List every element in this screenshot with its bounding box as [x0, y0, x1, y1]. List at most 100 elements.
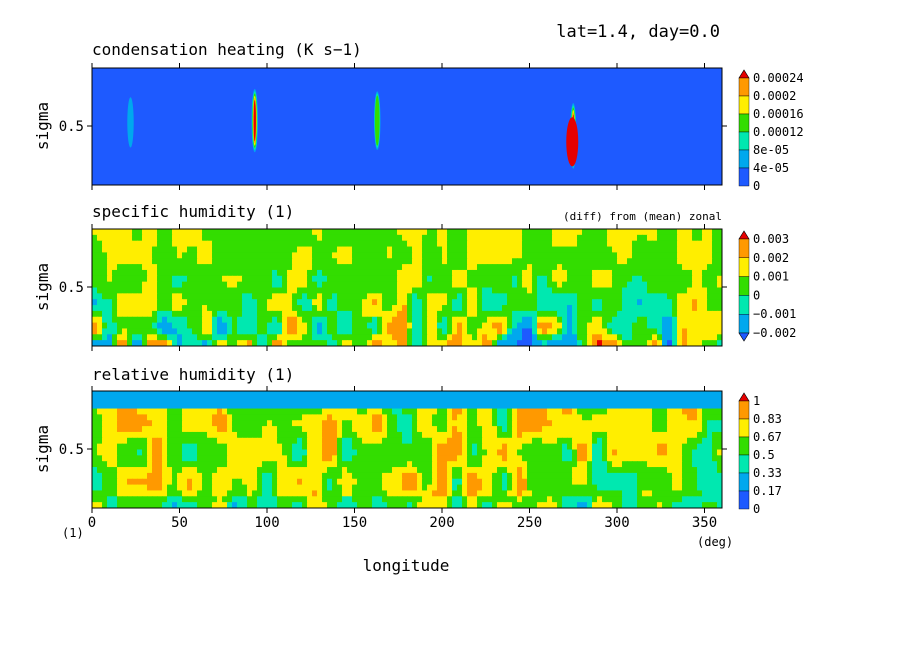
heatmap-cell: [257, 340, 263, 346]
heatmap-cell: [407, 269, 413, 277]
heatmap-cell: [197, 264, 203, 271]
heatmap-cell: [292, 340, 298, 346]
heatmap-cell: [202, 229, 208, 236]
heatmap-cell: [142, 334, 148, 341]
heatmap-cell: [682, 426, 688, 433]
heatmap-cell: [702, 258, 708, 265]
heatmap-cell: [462, 275, 468, 283]
heatmap-cell: [657, 340, 663, 346]
heatmap-cell: [512, 396, 518, 404]
legend-swatch: [738, 276, 750, 296]
heatmap-cell: [397, 408, 403, 415]
heatmap-cell: [522, 420, 528, 427]
heatmap-cell: [657, 461, 663, 468]
heatmap-cell: [422, 490, 428, 497]
heatmap-cell: [637, 478, 643, 486]
heatmap-cell: [177, 391, 183, 398]
heatmap-cell: [622, 316, 628, 324]
heatmap-cell: [452, 281, 458, 289]
heatmap-cell: [627, 305, 633, 312]
heatmap-cell: [562, 240, 568, 248]
heatmap-cell: [327, 310, 333, 318]
heatmap-cell: [307, 443, 313, 451]
heatmap-cell: [657, 293, 663, 300]
heatmap-cell: [617, 316, 623, 324]
heatmap-cell: [627, 467, 633, 474]
heatmap-cell: [532, 275, 538, 283]
heatmap-cell: [197, 246, 203, 253]
heatmap-cell: [362, 484, 368, 492]
heatmap-cell: [452, 396, 458, 404]
heatmap-cell: [192, 328, 198, 335]
heatmap-cell: [482, 490, 488, 497]
heatmap-cell: [602, 478, 608, 486]
heatmap-cell: [697, 461, 703, 468]
heatmap-cell: [697, 264, 703, 271]
heatmap-cell: [342, 299, 348, 306]
heatmap-cell: [377, 461, 383, 468]
heatmap-cell: [172, 478, 178, 486]
heatmap-cell: [422, 252, 428, 259]
heatmap-cell: [287, 305, 293, 312]
heatmap-cell: [282, 449, 288, 456]
heatmap-cell: [567, 246, 573, 253]
heatmap-cell: [362, 455, 368, 462]
heatmap-cell: [492, 461, 498, 468]
heatmap-cell: [427, 437, 433, 445]
heatmap-cell: [527, 316, 533, 324]
heatmap-cell: [442, 391, 448, 398]
heatmap-cell: [657, 437, 663, 445]
heatmap-cell: [462, 449, 468, 456]
heatmap-cell: [372, 472, 378, 480]
heatmap-cell: [182, 431, 188, 439]
heatmap-cell: [92, 496, 98, 503]
heatmap-cell: [132, 414, 138, 421]
heatmap-cell: [567, 229, 573, 236]
heatmap-cell: [687, 258, 693, 265]
heatmap-cell: [567, 431, 573, 439]
heatmap-cell: [702, 437, 708, 445]
heatmap-cell: [622, 229, 628, 236]
heatmap-cell: [397, 396, 403, 404]
heatmap-cell: [92, 322, 98, 330]
heatmap-cell: [342, 275, 348, 283]
heatmap-cell: [92, 258, 98, 265]
heatmap-cell: [277, 496, 283, 503]
legend-arrow-top: [738, 230, 750, 240]
heatmap-cell: [557, 496, 563, 503]
heatmap-cell: [237, 229, 243, 236]
heatmap-cell: [267, 287, 273, 294]
heatmap-cell: [272, 496, 278, 503]
heatmap-cell: [657, 328, 663, 335]
heatmap-cell: [117, 287, 123, 294]
heatmap-cell: [402, 431, 408, 439]
heatmap-cell: [167, 461, 173, 468]
heatmap-cell: [632, 478, 638, 486]
heatmap-cell: [437, 340, 443, 346]
heatmap-cell: [607, 449, 613, 456]
heatmap-cell: [167, 467, 173, 474]
heatmap-cell: [277, 437, 283, 445]
heatmap-cell: [537, 316, 543, 324]
heatmap-cell: [402, 490, 408, 497]
heatmap-cell: [162, 269, 168, 277]
heatmap-cell: [552, 496, 558, 503]
heatmap-cell: [327, 426, 333, 433]
heatmap-cell: [192, 252, 198, 259]
heatmap-cell: [502, 269, 508, 277]
heatmap-cell: [157, 396, 163, 404]
heatmap-cell: [497, 258, 503, 265]
heatmap-cell: [207, 449, 213, 456]
heatmap-cell: [127, 391, 133, 398]
heatmap-cell: [232, 299, 238, 306]
heatmap-cell: [717, 472, 722, 480]
heatmap-cell: [117, 334, 123, 341]
heatmap-cell: [262, 449, 268, 456]
heatmap-cell: [272, 246, 278, 253]
heatmap-cell: [192, 322, 198, 330]
heatmap-cell: [562, 467, 568, 474]
heatmap-cell: [567, 340, 573, 346]
heatmap-cell: [612, 334, 618, 341]
heatmap-cell: [682, 240, 688, 248]
heatmap-cell: [417, 287, 423, 294]
